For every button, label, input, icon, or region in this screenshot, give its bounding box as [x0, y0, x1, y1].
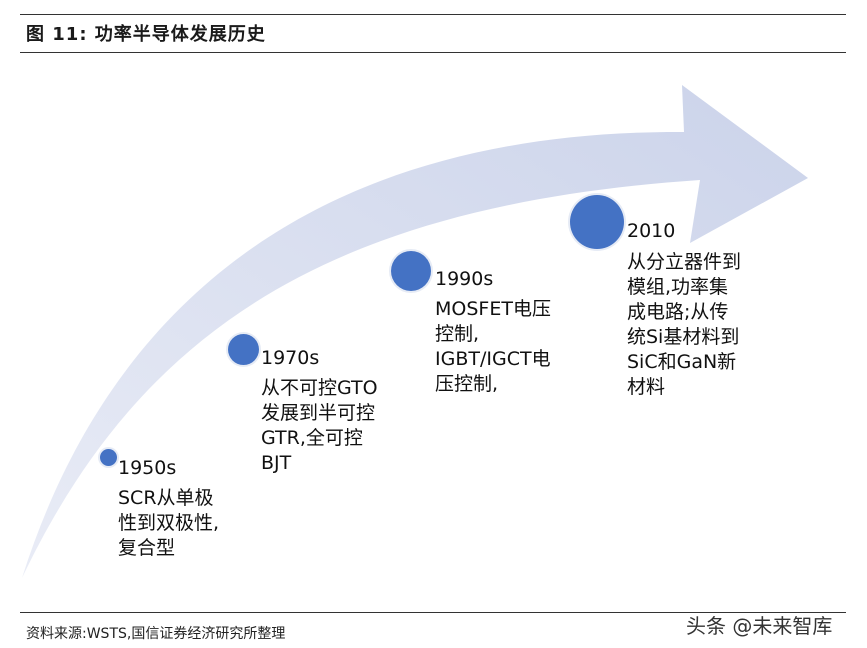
milestone-desc-1950s: SCR从单极 性到双极性, 复合型	[118, 487, 220, 559]
milestone-dot-1950s	[100, 449, 117, 466]
source-note: 资料来源:WSTS,国信证券经济研究所整理	[26, 626, 286, 642]
figure-title: 图 11: 功率半导体发展历史	[26, 24, 266, 45]
top-rule	[20, 14, 846, 15]
arrow-shape	[22, 85, 808, 578]
milestone-dot-1970s	[228, 334, 259, 365]
milestone-dot-2010	[570, 195, 624, 249]
milestone-year-1970s: 1970s	[261, 347, 320, 369]
title-rule	[20, 52, 846, 53]
milestone-desc-2010: 从分立器件到 模组,功率集 成电路;从传 统Si基材料到 SiC和GaN新 材料	[627, 251, 742, 398]
milestone-desc-1970s: 从不可控GTO 发展到半可控 GTR,全可控 BJT	[261, 377, 378, 474]
milestone-desc-1990s: MOSFET电压 控制, IGBT/IGCT电 压控制,	[435, 298, 551, 395]
milestone-year-1950s: 1950s	[118, 457, 177, 479]
milestone-dot-1990s	[391, 251, 431, 291]
milestone-year-2010: 2010	[627, 220, 676, 242]
milestone-year-1990s: 1990s	[435, 268, 494, 290]
watermark: 头条 @未来智库	[686, 614, 833, 638]
bottom-rule	[20, 612, 846, 613]
